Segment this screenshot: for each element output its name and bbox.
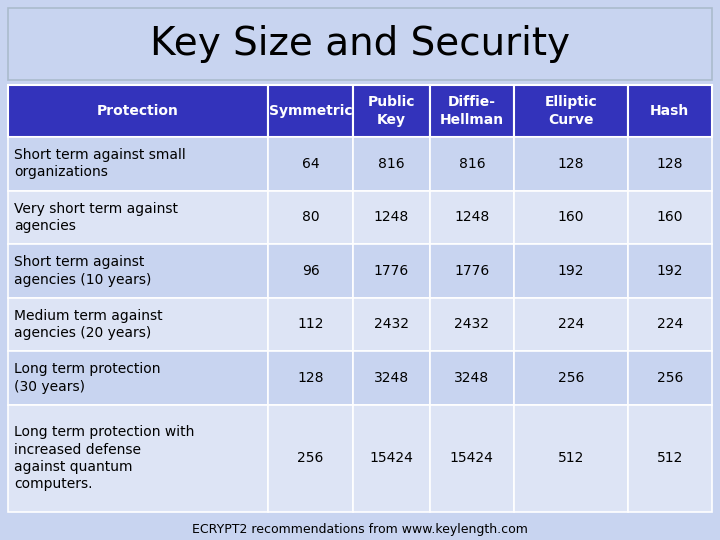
Bar [628, 137, 712, 191]
Bar [269, 137, 353, 191]
Bar [514, 405, 628, 512]
Text: Elliptic
Curve: Elliptic Curve [544, 96, 597, 127]
Text: Hash: Hash [650, 104, 690, 118]
Bar [353, 352, 430, 405]
Text: Long term protection
(30 years): Long term protection (30 years) [14, 362, 161, 394]
Bar [430, 352, 514, 405]
Text: 512: 512 [558, 451, 584, 465]
Text: Key Size and Security: Key Size and Security [150, 25, 570, 63]
Bar [8, 8, 712, 80]
Bar [8, 244, 269, 298]
Bar [8, 405, 269, 512]
Bar [353, 298, 430, 352]
Bar [430, 405, 514, 512]
Bar [269, 85, 353, 137]
Text: 256: 256 [657, 371, 683, 385]
Bar [430, 137, 514, 191]
Bar [8, 352, 269, 405]
Text: Very short term against
agencies: Very short term against agencies [14, 202, 178, 233]
Text: 512: 512 [657, 451, 683, 465]
Text: 128: 128 [297, 371, 324, 385]
Text: Long term protection with
increased defense
against quantum
computers.: Long term protection with increased defe… [14, 426, 194, 491]
Text: 2432: 2432 [374, 318, 409, 332]
Text: ECRYPT2 recommendations from www.keylength.com: ECRYPT2 recommendations from www.keyleng… [192, 523, 528, 537]
Text: 224: 224 [657, 318, 683, 332]
Bar [430, 244, 514, 298]
Bar [353, 85, 430, 137]
Text: 1248: 1248 [374, 211, 409, 224]
Text: 1248: 1248 [454, 211, 490, 224]
Text: 1776: 1776 [454, 264, 490, 278]
Bar [430, 85, 514, 137]
Text: 256: 256 [297, 451, 324, 465]
Text: 3248: 3248 [454, 371, 490, 385]
Bar [514, 191, 628, 244]
Bar [430, 298, 514, 352]
Text: 64: 64 [302, 157, 319, 171]
Bar [269, 191, 353, 244]
Bar [628, 191, 712, 244]
Bar [514, 244, 628, 298]
Bar [8, 137, 269, 191]
Bar [514, 298, 628, 352]
Text: Diffie-
Hellman: Diffie- Hellman [440, 96, 504, 127]
Bar [8, 85, 269, 137]
Text: 96: 96 [302, 264, 320, 278]
Text: 1776: 1776 [374, 264, 409, 278]
Text: Medium term against
agencies (20 years): Medium term against agencies (20 years) [14, 309, 163, 340]
Bar [269, 352, 353, 405]
Text: 80: 80 [302, 211, 319, 224]
Text: Short term against
agencies (10 years): Short term against agencies (10 years) [14, 255, 151, 287]
Bar [514, 85, 628, 137]
Text: 224: 224 [558, 318, 584, 332]
Text: Symmetric: Symmetric [269, 104, 352, 118]
Text: 192: 192 [657, 264, 683, 278]
Text: 128: 128 [657, 157, 683, 171]
Bar [430, 191, 514, 244]
Text: 2432: 2432 [454, 318, 490, 332]
Bar [353, 137, 430, 191]
Bar [269, 244, 353, 298]
Text: 3248: 3248 [374, 371, 409, 385]
Bar [628, 405, 712, 512]
Text: 15424: 15424 [450, 451, 494, 465]
Bar [353, 405, 430, 512]
Bar [353, 191, 430, 244]
Text: Protection: Protection [97, 104, 179, 118]
Bar [514, 137, 628, 191]
Text: 256: 256 [558, 371, 584, 385]
Text: 160: 160 [657, 211, 683, 224]
Text: 15424: 15424 [369, 451, 413, 465]
Text: 128: 128 [557, 157, 584, 171]
Bar [353, 244, 430, 298]
Text: Public
Key: Public Key [367, 96, 415, 127]
Bar [269, 405, 353, 512]
Text: 816: 816 [378, 157, 405, 171]
Bar [8, 191, 269, 244]
Bar [514, 352, 628, 405]
Bar [628, 244, 712, 298]
Text: 816: 816 [459, 157, 485, 171]
Text: 112: 112 [297, 318, 324, 332]
Bar [628, 352, 712, 405]
Bar [628, 298, 712, 352]
Bar [628, 85, 712, 137]
Text: 192: 192 [557, 264, 584, 278]
Text: Short term against small
organizations: Short term against small organizations [14, 148, 186, 179]
Bar [269, 298, 353, 352]
Bar [8, 298, 269, 352]
Text: 160: 160 [557, 211, 584, 224]
